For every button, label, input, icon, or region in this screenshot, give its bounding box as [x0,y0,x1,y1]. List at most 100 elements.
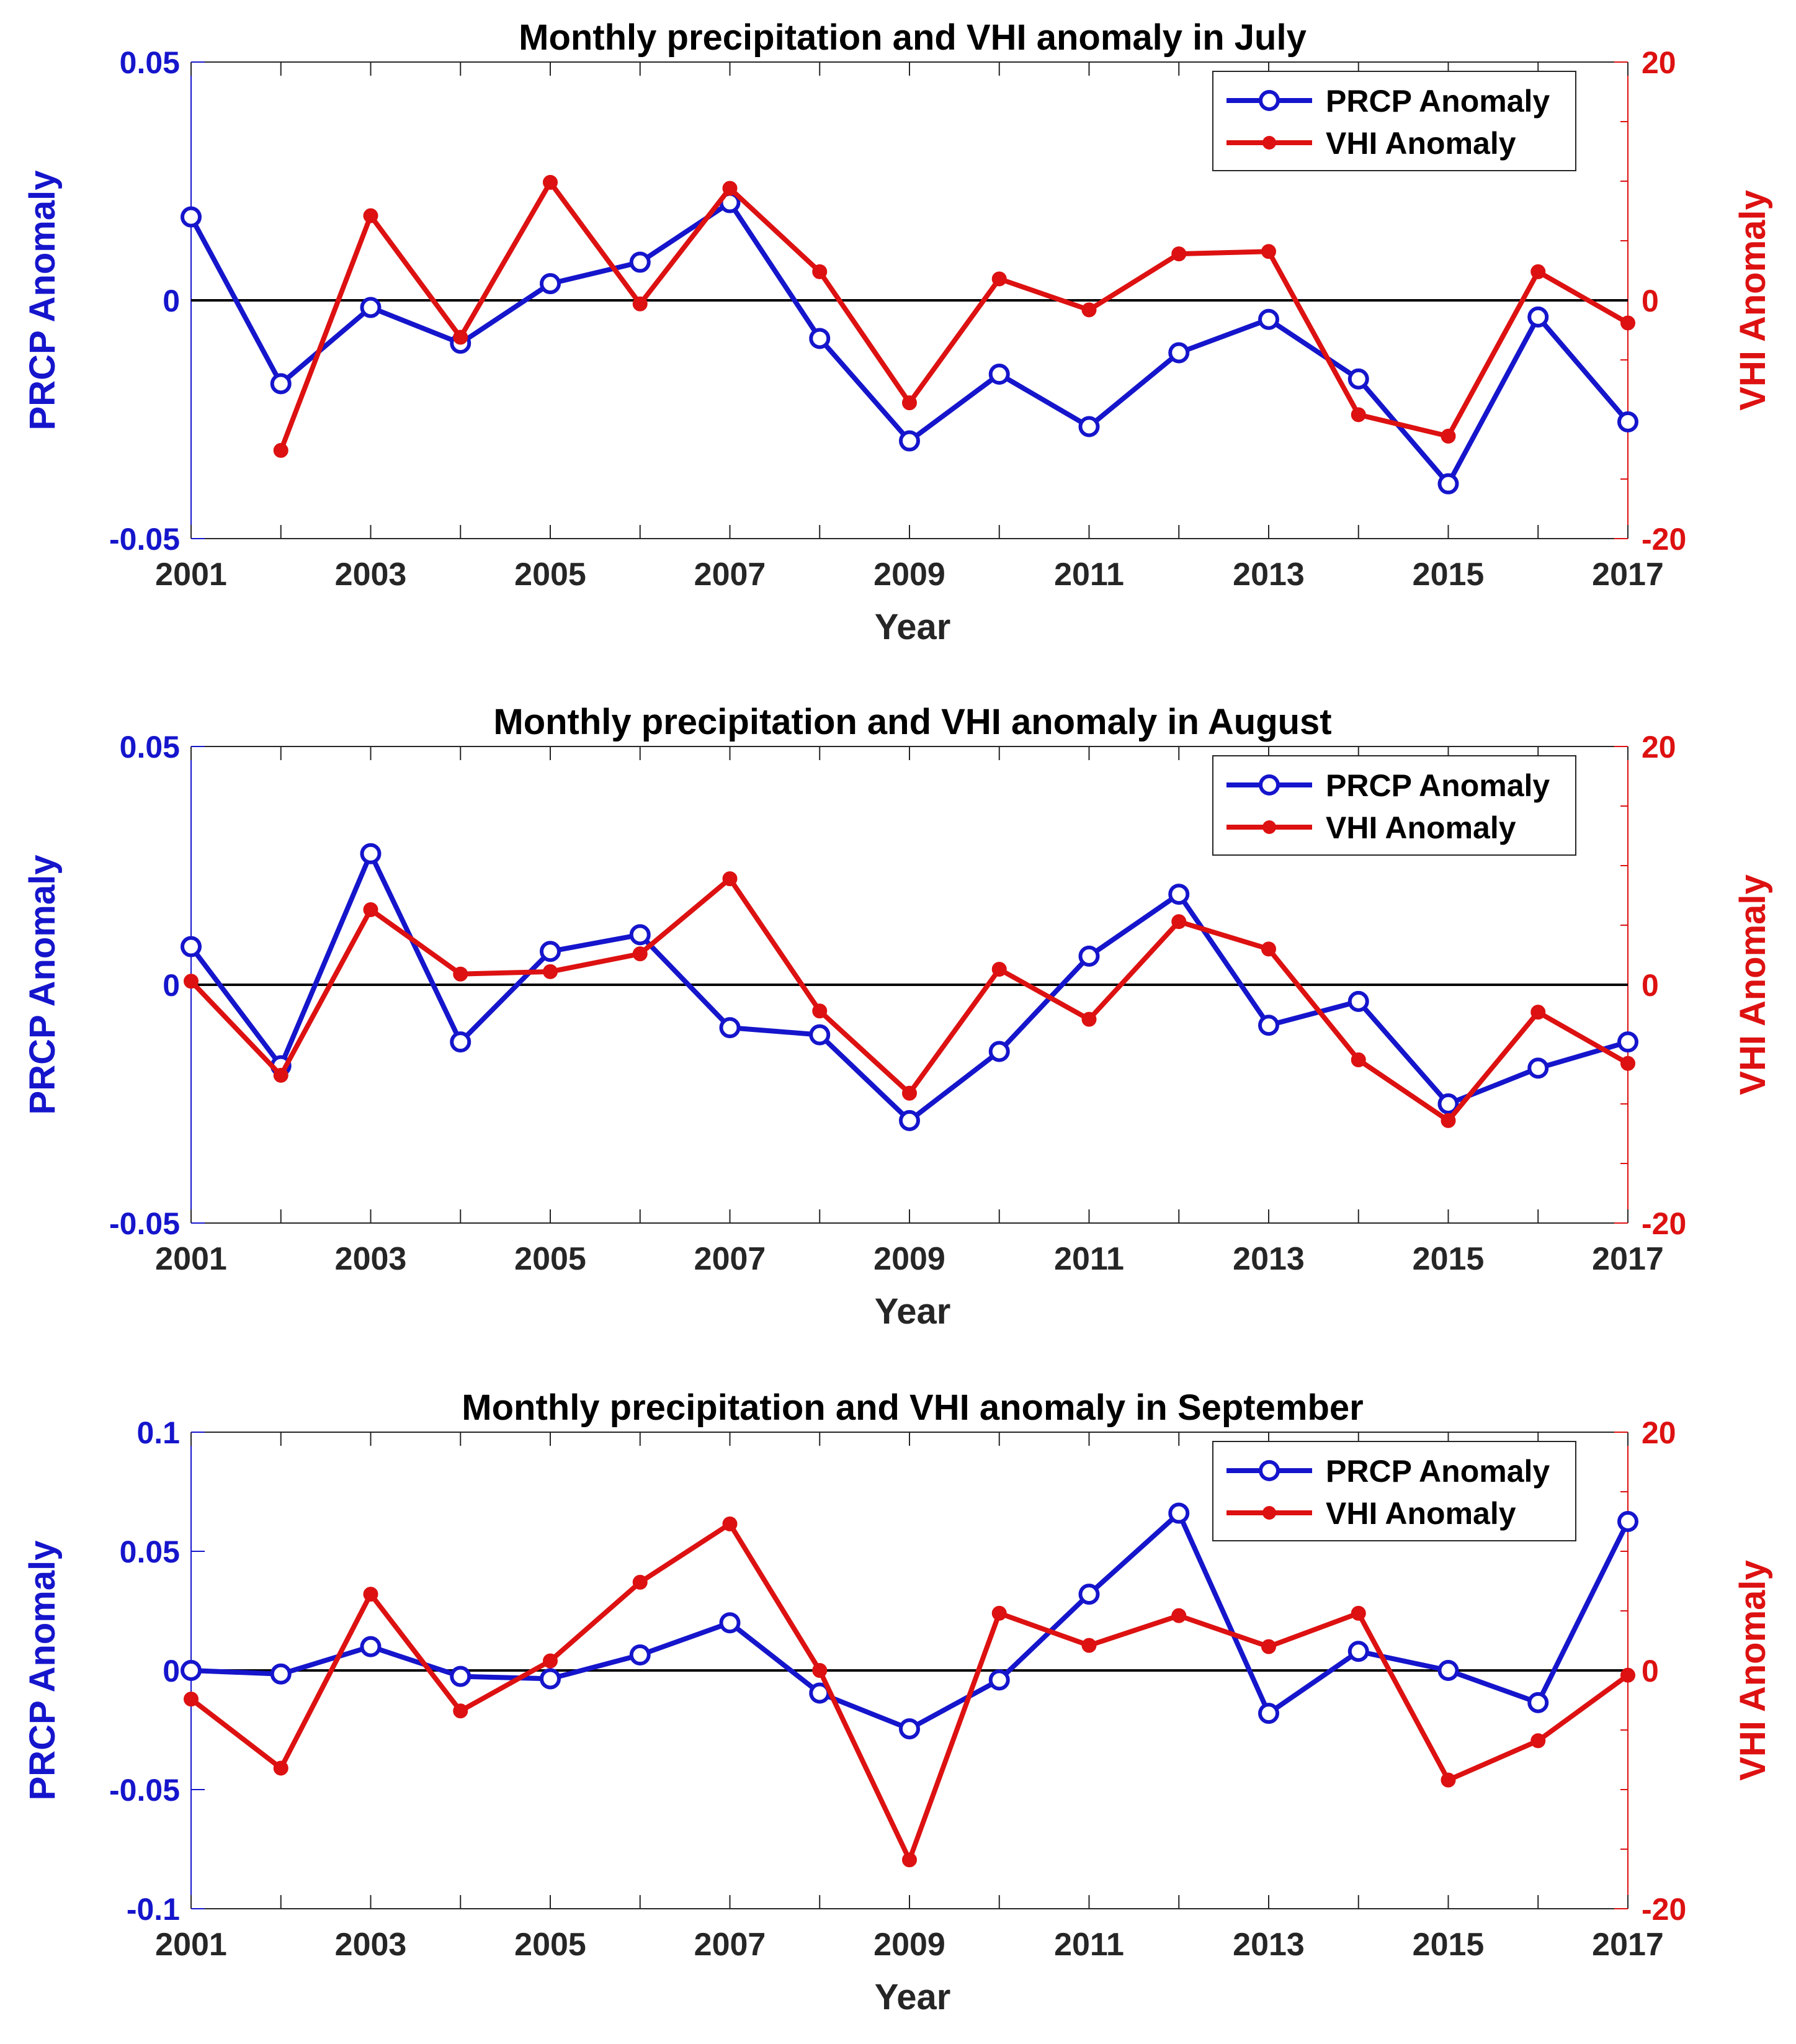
vhi-point [902,395,917,411]
prcp-point [270,1663,292,1685]
left-y-axis-label: PRCP Anomaly [22,171,63,431]
vhi-point [1171,1608,1187,1623]
vhi-point [1620,1056,1635,1071]
prcp-point [540,273,561,295]
x-tick-label: 2005 [514,557,586,593]
x-tick-label: 2003 [335,1927,407,1963]
x-tick-label: 2013 [1233,1927,1305,1963]
right-y-axis-label: VHI Anomaly [1733,874,1773,1095]
prcp-point [988,1669,1010,1691]
left-y-tick-label: -0.1 [127,1892,180,1927]
vhi-point [812,1663,828,1678]
right-y-axis-label: VHI Anomaly [1733,190,1773,411]
prcp-point [1437,473,1459,495]
vhi-point [543,174,558,190]
vhi-point [273,442,288,458]
vhi-point [453,329,468,345]
x-tick-label: 2013 [1233,557,1305,593]
vhi-point [1171,246,1187,262]
vhi-point [1171,914,1187,930]
prcp-point [1347,1641,1369,1662]
vhi-point [722,181,738,196]
legend-box [1212,71,1576,171]
right-y-tick-label: -20 [1642,522,1686,557]
prcp-point [899,430,920,452]
prcp-point [1258,308,1279,330]
right-y-tick-label: -20 [1642,1892,1686,1927]
vhi-point [363,902,378,918]
vhi-point [273,1760,288,1776]
legend-box [1212,755,1576,856]
vhi-point [722,871,738,887]
vhi-point [632,1574,648,1590]
left-y-tick-label: 0.1 [136,1415,180,1450]
chart-panel-3: 2001 2003 2005 2007 2009 2011 2013 2015 2017 Year… [22,1387,1773,2017]
prcp-point [1168,1502,1190,1524]
right-y-tick-label: 20 [1642,730,1676,764]
x-tick-label: 2017 [1592,557,1664,593]
prcp-point [1437,1660,1459,1681]
vhi-point [453,1703,468,1719]
vhi-point [453,966,468,982]
vhi-point [1351,1605,1366,1621]
prcp-point [899,1718,920,1740]
vhi-point [543,1653,558,1669]
vhi-point [363,1587,378,1602]
vhi-point [1351,1052,1366,1067]
right-y-tick-label: 20 [1642,45,1676,80]
x-tick-label: 2005 [514,1241,586,1277]
vhi-point [363,208,378,223]
x-tick-label: 2017 [1592,1927,1664,1963]
right-y-tick-label: 0 [1642,968,1659,1003]
series-line-vhi [189,876,1630,1123]
vhi-point [812,264,828,279]
prcp-point [1347,990,1369,1012]
vhi-point [902,1085,917,1101]
vhi-point [991,1605,1007,1621]
chart-panel-1: 2001 2003 2005 2007 2009 2011 2013 2015 2017 Year… [22,17,1773,647]
prcp-point [1437,1093,1459,1114]
vhi-point [1081,1638,1097,1653]
prcp-point [1527,1057,1549,1079]
vhi-point [902,1852,917,1868]
prcp-point [1527,306,1549,328]
legend-label: VHI Anomaly [1326,810,1516,845]
legend-swatch-marker [1259,774,1280,796]
left-y-tick-label: 0.05 [120,730,180,764]
vhi-point [1620,315,1635,331]
vhi-point [1441,1772,1456,1788]
prcp-point [1168,884,1190,905]
legend-swatch-marker [1262,820,1276,834]
left-y-tick-label: 0.05 [120,1535,180,1569]
vhi-point [1530,1733,1546,1749]
left-y-tick-label: 0.05 [120,45,180,80]
x-tick-label: 2011 [1054,557,1124,593]
x-tick-label: 2001 [155,557,227,593]
right-y-tick-label: -20 [1642,1206,1686,1241]
x-tick-label: 2009 [873,557,945,593]
vhi-point [273,1067,288,1083]
series-line-prcp [189,1510,1630,1732]
prcp-point [181,206,202,228]
x-tick-label: 2003 [335,1241,407,1277]
x-tick-label: 2001 [155,1927,227,1963]
prcp-point [450,1665,471,1687]
vhi-point [1351,407,1366,423]
x-axis-label: Year [875,1977,951,2017]
prcp-point [1078,416,1100,437]
x-tick-label: 2015 [1413,1927,1485,1963]
prcp-point [540,941,561,962]
prcp-point [1258,1703,1279,1724]
right-y-axis-label: VHI Anomaly [1733,1560,1773,1781]
series-line-prcp [189,851,1630,1123]
x-tick-label: 2007 [694,557,766,593]
prcp-point [1527,1692,1549,1713]
chart-title: Monthly precipitation and VHI anomaly in… [493,702,1331,742]
vhi-point [543,964,558,979]
right-y-tick-label: 0 [1642,284,1659,318]
series-line-vhi [278,179,1630,453]
vhi-point [632,946,648,962]
vhi-point [812,1003,828,1019]
chart-title: Monthly precipitation and VHI anomaly in… [519,17,1307,58]
prcp-point [988,1041,1010,1062]
